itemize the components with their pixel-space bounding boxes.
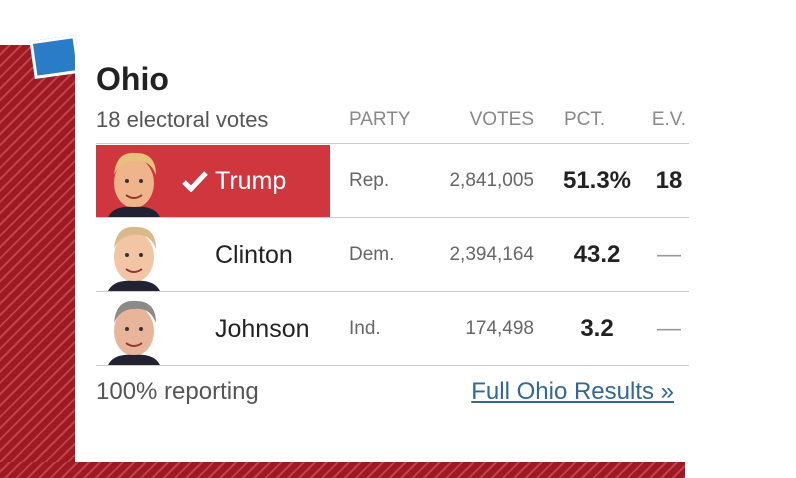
party: Ind. (349, 318, 381, 339)
row-divider (96, 365, 689, 366)
background-stripes (0, 45, 75, 478)
candidate-photo (108, 300, 160, 365)
column-header: PCT. (564, 109, 606, 130)
candidate-row: Clinton Dem. 2,394,164 43.2 — (96, 217, 689, 292)
results-card: Ohio 18 electoral votes PARTY VOTES PCT.… (75, 45, 700, 462)
candidate-photo (108, 226, 160, 291)
party: Rep. (349, 170, 390, 191)
vote-count: 2,841,005 (449, 170, 534, 191)
candidate-name: Johnson (215, 315, 310, 343)
vote-count: 2,394,164 (449, 244, 534, 265)
column-header: E.V. (651, 109, 686, 130)
candidate-photo (108, 152, 160, 217)
vote-percent: 51.3% (562, 167, 632, 194)
column-header: VOTES (469, 109, 534, 130)
background-stripes (0, 462, 685, 478)
candidate-name: Clinton (215, 241, 293, 269)
candidate-row: Trump Rep. 2,841,005 51.3% 18 (96, 143, 689, 218)
column-header: PARTY (349, 109, 411, 130)
electoral-votes-won: — (657, 315, 681, 342)
check-icon (182, 171, 208, 192)
electoral-votes-won: 18 (655, 167, 683, 194)
full-results-link[interactable]: Full Ohio Results » (471, 378, 674, 405)
reporting-status: 100% reporting (96, 378, 259, 405)
vote-percent: 43.2 (573, 241, 621, 268)
vote-percent: 3.2 (580, 315, 614, 342)
electoral-votes-won: — (657, 241, 681, 268)
candidate-name: Trump (215, 167, 287, 195)
corner-badge (29, 34, 81, 80)
state-title: Ohio (96, 61, 169, 97)
party: Dem. (349, 244, 395, 265)
electoral-votes: 18 electoral votes (96, 107, 269, 132)
candidate-row: Johnson Ind. 174,498 3.2 — (96, 291, 689, 366)
vote-count: 174,498 (465, 318, 534, 339)
